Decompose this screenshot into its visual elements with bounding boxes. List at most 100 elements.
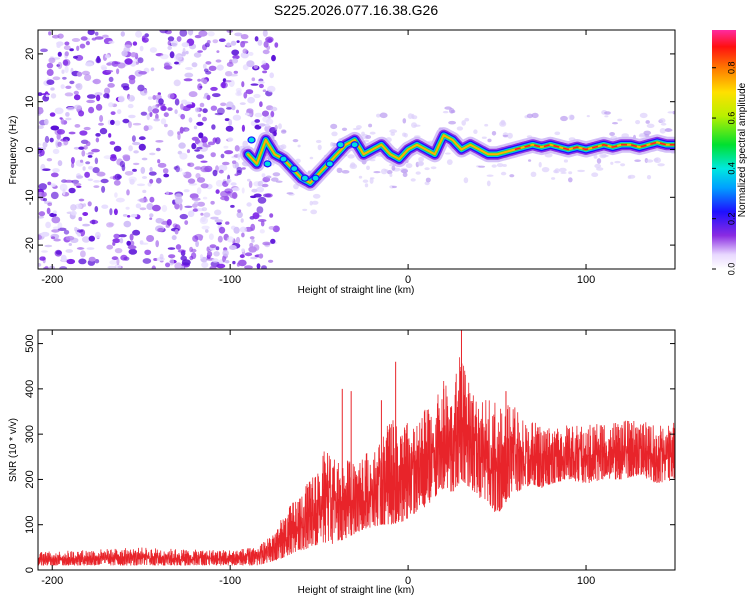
noise-blob [254,119,260,123]
noise-blob [177,133,181,140]
noise-blob [101,185,106,193]
noise-blob [65,235,75,241]
noise-blob [60,138,67,142]
noise-blob [128,114,136,119]
noise-blob [201,207,208,212]
noise-blob [265,123,270,127]
noise-blob [109,260,117,265]
noise-blob [59,266,68,269]
haze-blob [389,173,393,178]
noise-blob [45,94,49,98]
noise-blob [270,110,275,118]
noise-blob [268,259,274,263]
noise-blob [127,245,137,250]
noise-blob [101,204,109,209]
haze-blob [596,158,602,164]
noise-blob [127,94,135,102]
noise-blob [162,168,169,174]
noise-blob [146,113,150,121]
noise-blob [132,141,141,146]
noise-blob [240,41,246,48]
noise-blob [71,179,80,184]
noise-blob [133,162,140,166]
noise-blob [214,219,223,223]
noise-blob [57,141,62,147]
haze-blob [491,164,497,168]
noise-blob [98,122,104,126]
noise-blob [167,36,175,42]
noise-blob [76,45,80,51]
noise-blob [193,52,202,58]
noise-blob [163,65,173,70]
snr-xlabel: Height of straight line (km) [298,585,415,596]
haze-blob [415,171,421,175]
haze-blob [531,112,539,119]
figure-title: S225.2026.077.16.38.G26 [274,2,438,18]
noise-blob [125,206,130,210]
noise-blob [196,121,204,126]
haze-blob [604,115,609,118]
noise-blob [85,141,91,147]
noise-blob [52,148,60,155]
signal-spot [290,165,299,173]
noise-blob [74,226,78,232]
haze-blob [568,177,573,183]
noise-blob [241,124,245,132]
noise-blob [231,104,236,111]
colorbar-tick-label: 0.0 [726,263,736,276]
noise-blob [233,70,238,74]
noise-blob [251,188,258,193]
noise-blob [45,221,51,229]
noise-blob [139,207,147,211]
noise-blob [38,107,44,115]
noise-blob [75,203,82,210]
haze-blob [369,131,376,135]
noise-blob [262,241,271,246]
haze-blob [331,131,338,137]
haze-blob [560,171,567,174]
noise-blob [46,158,53,162]
noise-blob [105,54,110,59]
haze-blob [448,120,456,125]
noise-blob [118,234,127,238]
noise-blob [208,65,217,72]
noise-blob [226,236,235,243]
noise-blob [62,188,66,196]
noise-blob [144,249,152,255]
noise-blob [113,145,122,152]
noise-blob [232,160,237,164]
noise-blob [200,165,209,173]
noise-blob [49,137,54,143]
noise-blob [265,193,273,198]
noise-blob [83,145,88,150]
noise-blob [260,64,267,69]
noise-blob [75,83,81,89]
noise-blob [65,85,72,90]
noise-blob [68,243,73,246]
haze-blob [620,163,626,167]
noise-blob [73,104,82,110]
noise-blob [103,93,109,99]
noise-blob [272,225,280,233]
noise-blob [104,87,111,95]
noise-blob [135,203,142,209]
noise-blob [83,126,91,131]
noise-blob [44,118,49,126]
noise-blob [216,50,220,53]
noise-blob [262,89,267,92]
noise-blob [115,197,125,203]
haze-blob [364,183,369,188]
haze-blob [376,113,381,118]
noise-blob [143,125,149,132]
noise-blob [188,91,198,98]
noise-blob [95,137,100,143]
noise-blob [78,216,83,222]
noise-blob [38,92,43,96]
noise-blob [88,166,94,170]
noise-blob [199,102,205,108]
noise-blob [101,66,108,71]
haze-blob [292,139,299,143]
noise-blob [200,183,209,189]
noise-blob [40,231,50,237]
